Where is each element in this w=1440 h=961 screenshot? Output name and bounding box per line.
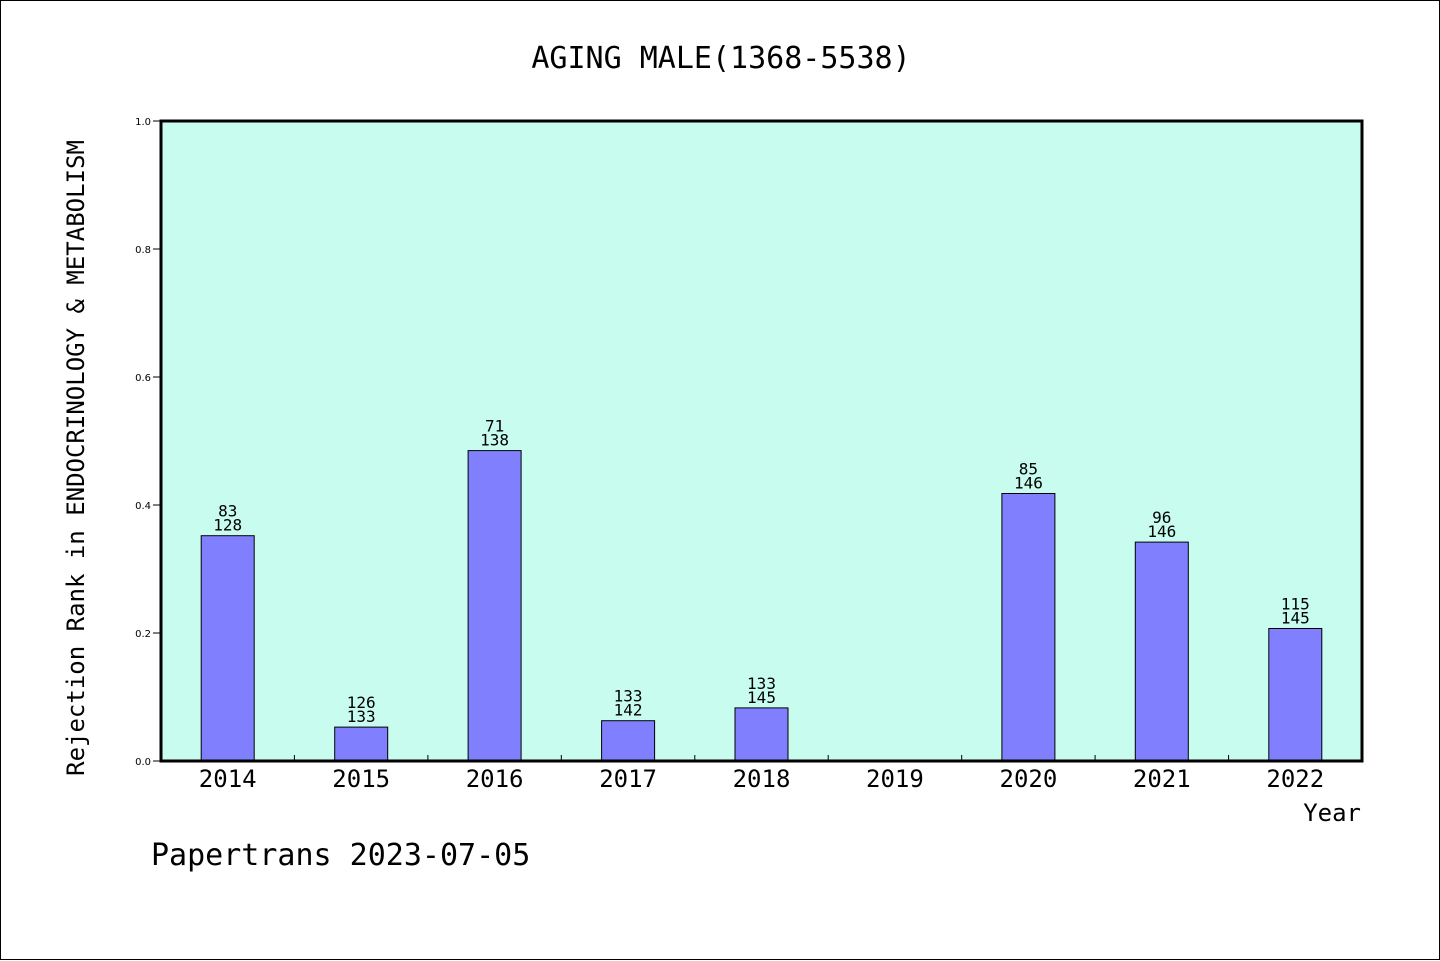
x-axis: 2014 2015 2016 2017 2018 2019 2020 2021 2022 [199,755,1324,793]
data-label-bottom-2015: 133 [347,707,376,726]
bar-2018 [734,707,789,762]
x-tick-label-2021: 2021 [1133,765,1191,793]
data-label-bottom-2016: 138 [480,431,509,450]
data-label-top-2016: 71 [485,417,504,436]
x-tick-label-2015: 2015 [332,765,390,793]
x-tick-label-2016: 2016 [466,765,524,793]
data-label-bottom-2022: 145 [1281,609,1310,628]
y-tick-label: 0.6 [135,373,151,384]
plot-border [159,119,1364,763]
data-label-top-2021: 96 [1152,508,1171,527]
bar-2021 [1134,541,1189,762]
x-tick-label-2017: 2017 [599,765,657,793]
footer-credit: Papertrans 2023-07-05 [151,838,530,873]
data-label-top-2017: 133 [614,687,643,706]
data-label-top-2022: 115 [1281,595,1310,614]
x-tick-label-2018: 2018 [733,765,791,793]
chart-title: AGING MALE(1368-5538) [531,41,910,76]
bar-2015 [334,726,389,762]
data-label-bottom-2021: 146 [1147,522,1176,541]
y-tick-label: 0.8 [135,245,151,256]
bars-layer [200,450,1323,762]
data-label-bottom-2018: 145 [747,688,776,707]
bar-2017 [601,720,656,762]
x-tick-label-2022: 2022 [1266,765,1324,793]
x-axis-label: Year [1303,799,1361,827]
data-label-top-2018: 133 [747,674,776,693]
data-label-top-2014: 83 [218,502,237,521]
bar-2020 [1001,493,1056,762]
data-label-bottom-2017: 142 [614,701,643,720]
x-tick-label-2019: 2019 [866,765,924,793]
bar-2016 [467,450,522,762]
y-axis: 0.0 0.2 0.4 0.6 0.8 1.0 [135,117,161,768]
y-tick-label: 1.0 [135,117,151,128]
y-tick-label: 0.0 [135,757,151,768]
data-label-bottom-2020: 146 [1014,474,1043,493]
data-label-bottom-2014: 128 [213,516,242,535]
x-tick-label-2020: 2020 [1000,765,1058,793]
y-axis-label: Rejection Rank in ENDOCRINOLOGY & METABO… [62,140,90,776]
bar-2014 [200,535,255,762]
y-tick-label: 0.4 [135,501,151,512]
bar-2022 [1268,628,1323,762]
data-label-top-2015: 126 [347,693,376,712]
y-tick-label: 0.2 [135,629,151,640]
data-labels-layer: 8312812613371138133142133145851469614611… [213,417,1310,726]
data-label-top-2020: 85 [1019,460,1038,479]
x-tick-label-2014: 2014 [199,765,257,793]
